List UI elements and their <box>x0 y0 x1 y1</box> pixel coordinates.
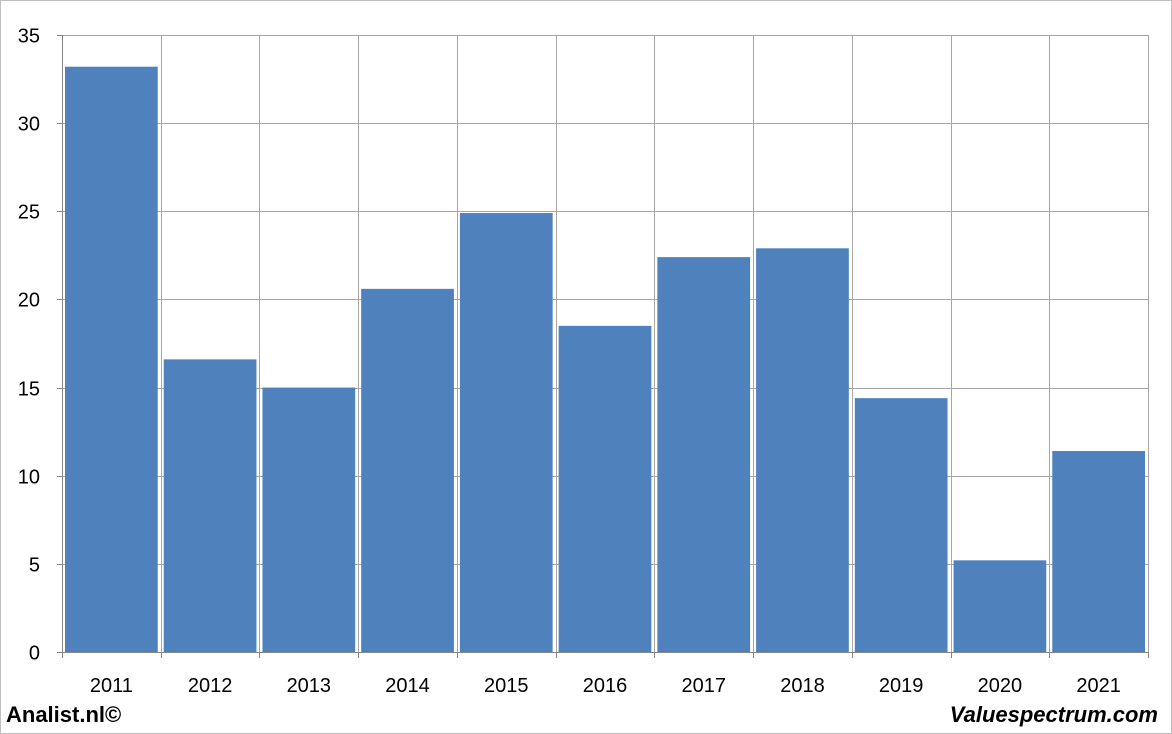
bars <box>65 66 1145 652</box>
x-tick-label: 2013 <box>287 675 332 697</box>
x-tick-label: 2012 <box>188 675 233 697</box>
y-tick-label: 5 <box>29 555 40 577</box>
x-tick-label: 2014 <box>385 675 430 697</box>
footer-source-left: Analist.nl© <box>6 702 122 727</box>
y-tick-label: 0 <box>29 643 40 665</box>
y-tick-labels: 0 5 10 15 20 25 30 35 <box>18 26 40 665</box>
bar-2016 <box>558 325 652 652</box>
bar-2012 <box>163 359 257 652</box>
x-tick-label: 2015 <box>484 675 529 697</box>
footer-source-right: Valuespectrum.com <box>949 702 1158 727</box>
x-tick-label: 2019 <box>879 675 924 697</box>
x-tick-label: 2021 <box>1076 675 1121 697</box>
x-tick-label: 2018 <box>780 675 825 697</box>
bar-2013 <box>262 387 356 652</box>
y-tick-label: 20 <box>18 290 40 312</box>
bar-2017 <box>657 257 751 652</box>
y-tick-label: 30 <box>18 114 40 136</box>
x-tick-labels: 2011 2012 2013 2014 2015 2016 2017 2018 2019 2020… <box>90 675 1121 697</box>
bar-2020 <box>953 560 1047 652</box>
bar-2018 <box>756 248 849 652</box>
x-tick-label: 2016 <box>583 675 628 697</box>
y-tick-label: 25 <box>18 202 40 224</box>
bar-2019 <box>854 398 948 652</box>
bar-2014 <box>361 288 454 652</box>
axes <box>57 35 1149 658</box>
y-tick-label: 15 <box>18 379 40 401</box>
y-tick-label: 35 <box>18 26 40 48</box>
bar-2011 <box>65 66 158 652</box>
x-tick-label: 2011 <box>90 675 133 697</box>
bar-2015 <box>459 213 553 652</box>
y-tick-label: 10 <box>18 467 40 489</box>
x-tick-label: 2017 <box>681 675 726 697</box>
x-tick-label: 2020 <box>978 675 1023 697</box>
bar-2021 <box>1052 451 1145 652</box>
